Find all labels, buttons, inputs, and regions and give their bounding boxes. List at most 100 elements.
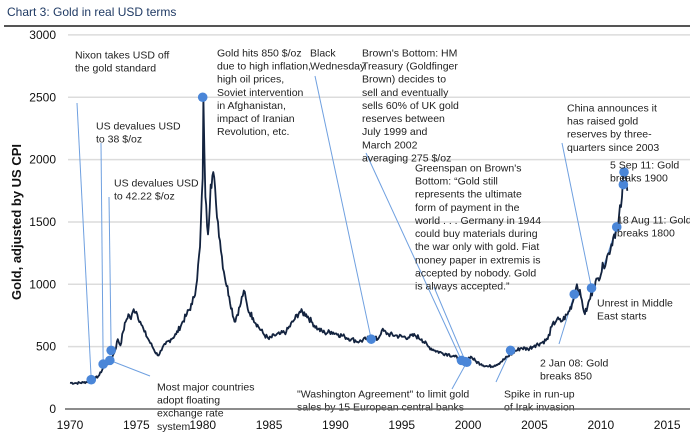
leader-line-browns-bottom <box>365 152 462 361</box>
annotation-line: Black <box>310 47 336 59</box>
event-marker-black-wednesday[interactable] <box>366 334 377 344</box>
annotation-line: has raised gold <box>567 116 638 128</box>
annotation-line: system <box>157 421 191 433</box>
annotation-line: Brown's Bottom: HM <box>362 47 457 59</box>
annotation-line: accepted by nobody. Gold <box>415 267 536 279</box>
leader-line-greenspan <box>433 286 466 362</box>
event-marker-washington[interactable] <box>461 357 472 368</box>
annotation-line: impact of Iranian <box>217 113 295 125</box>
annotation-line: to 38 $/oz <box>96 134 142 146</box>
x-tick-label: 1980 <box>189 418 216 432</box>
annotation-line: adopt floating <box>157 395 220 407</box>
x-tick-label: 1990 <box>322 418 349 432</box>
annotation-line: sell and eventually <box>362 87 449 99</box>
annotation-line: Gold hits 850 $/oz <box>217 47 302 59</box>
event-marker-gold-850-1980[interactable] <box>197 92 208 103</box>
annotation-line: reserves between <box>362 113 445 125</box>
annotation-greenspan: Greenspan on Brown's Bottom: “Gold still r… <box>414 162 541 292</box>
annotation-line: exchange rate <box>157 408 224 420</box>
annotation-line: money paper in extremis is <box>415 254 540 266</box>
annotation-irak: Spike in run-up of Irak invasion <box>504 388 575 413</box>
annotation-line: July 1999 and <box>362 126 428 138</box>
annotation-line: Most major countries <box>157 381 254 393</box>
y-tick-label: 2000 <box>29 153 56 167</box>
y-tick-label: 3000 <box>29 28 56 42</box>
annotation-line: world . . . Germany in 1944 <box>414 215 541 227</box>
annotation-nixon: Nixon takes USD off the gold standard <box>75 49 169 74</box>
event-marker-middle-east[interactable] <box>611 222 622 232</box>
annotation-line: Spike in run-up <box>504 388 575 400</box>
annotation-line: due to high inflation, <box>217 61 311 73</box>
annotation-china: China announces it has raised gold reserve… <box>567 102 659 153</box>
x-tick-label: 2010 <box>587 418 614 432</box>
leader-line-floating <box>109 359 151 377</box>
x-tick-label: 1970 <box>57 418 84 432</box>
leader-line-china <box>561 142 593 289</box>
x-tick-label: 2005 <box>521 418 548 432</box>
leader-line-irak <box>495 350 512 383</box>
chart-title: Chart 3: Gold in real USD terms <box>7 5 177 19</box>
annotation-line: US devalues USD <box>114 177 199 189</box>
annotation-line: high oil prices, <box>217 74 284 86</box>
annotation-line: could buy materials during <box>415 228 538 240</box>
annotation-line: the war only with gold. Fiat <box>415 241 539 253</box>
annotation-line: in Afghanistan, <box>217 100 286 112</box>
annotation-black-wednesday: Black Wednesday <box>310 47 366 72</box>
annotation-jan08: 2 Jan 08: Gold breaks 850 <box>540 357 608 382</box>
title-rule <box>4 25 690 27</box>
leader-line-black-wednesday <box>314 75 372 340</box>
annotation-line: Greenspan on Brown's <box>415 162 521 174</box>
annotation-line: sells 60% of UK gold <box>362 100 459 112</box>
annotation-line: East starts <box>597 311 647 323</box>
x-tick-label: 2015 <box>654 418 681 432</box>
annotation-line: breaks 850 <box>540 371 592 383</box>
annotation-line: quarters since 2003 <box>567 142 659 154</box>
y-tick-label: 2500 <box>29 90 56 104</box>
x-tick-label: 2000 <box>455 418 482 432</box>
annotation-line: averaging 275 $/oz <box>362 152 451 164</box>
annotation-line: sales by 15 European central banks <box>297 402 464 414</box>
event-marker-china[interactable] <box>586 283 597 293</box>
y-tick-label: 500 <box>36 340 56 354</box>
event-marker-sep11[interactable] <box>619 167 629 177</box>
event-marker-aug11[interactable] <box>618 179 629 190</box>
annotation-line: Wednesday <box>310 61 366 73</box>
annotation-line: is always accepted.” <box>415 281 510 293</box>
event-marker-floating[interactable] <box>105 355 115 366</box>
leader-line-washington <box>451 361 468 390</box>
annotation-line: represents the ultimate <box>415 189 522 201</box>
annotation-gold-850-1980: Gold hits 850 $/oz due to high inflation,… <box>217 47 311 138</box>
annotation-line: Unrest in Middle <box>597 297 673 309</box>
annotation-line: reserves by three- <box>567 129 652 141</box>
annotation-browns-bottom: Brown's Bottom: HM Treasury (Goldfinger Br… <box>362 47 459 164</box>
event-marker-irak[interactable] <box>505 345 516 356</box>
annotation-line: Revolution, etc. <box>217 126 289 138</box>
annotation-line: of Irak invasion <box>504 402 575 414</box>
annotation-line: the gold standard <box>75 63 156 75</box>
annotation-line: US devalues USD <box>96 120 181 132</box>
annotation-line: China announces it <box>567 102 657 114</box>
annotation-devalue-4222: US devalues USD to 42.22 $/oz <box>114 177 199 202</box>
annotation-middle-east: Unrest in Middle East starts <box>597 297 673 322</box>
annotation-line: 2 Jan 08: Gold <box>540 357 608 369</box>
annotation-line: Brown) decides to <box>362 74 446 86</box>
annotation-line: breaks 1800 <box>617 228 675 240</box>
x-tick-label: 1975 <box>123 418 150 432</box>
y-tick-label: 0 <box>49 402 56 416</box>
x-tick-label: 1985 <box>256 418 283 432</box>
annotation-line: Soviet intervention <box>217 87 304 99</box>
y-axis-label: Gold, adjusted by US CPI <box>9 144 24 300</box>
gold-price-line <box>69 96 629 385</box>
annotation-floating: Most major countries adopt floating exchan… <box>157 381 254 432</box>
annotation-line: 18 Aug 11: Gold <box>617 214 690 226</box>
annotation-line: 5 Sep 11: Gold <box>610 159 679 171</box>
event-marker-jan08[interactable] <box>569 289 580 300</box>
annotation-line: Treasury (Goldfinger <box>362 61 458 73</box>
annotation-line: Nixon takes USD off <box>75 49 169 61</box>
event-marker-devalue-4222[interactable] <box>106 345 116 356</box>
annotation-sep11: 5 Sep 11: Gold breaks 1900 <box>610 159 679 184</box>
event-marker-nixon[interactable] <box>86 374 97 385</box>
annotation-line: form of payment in the <box>415 202 520 214</box>
annotation-aug11: 18 Aug 11: Gold breaks 1800 <box>617 214 690 239</box>
